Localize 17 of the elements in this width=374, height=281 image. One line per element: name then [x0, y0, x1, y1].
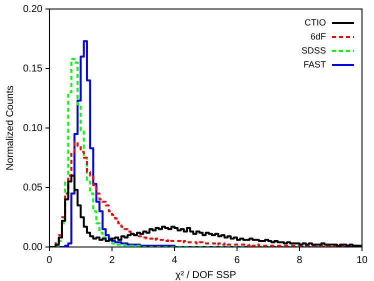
- legend-label: CTIO: [304, 17, 326, 28]
- legend-label: 6dF: [310, 31, 326, 42]
- legend-label: SDSS: [301, 45, 326, 56]
- x-tick-label: 8: [296, 254, 303, 266]
- legend-label: FAST: [303, 59, 326, 70]
- x-tick-label: 4: [172, 254, 178, 266]
- y-axis-title: Normalized Counts: [4, 85, 16, 171]
- x-tick-label: 2: [109, 254, 116, 266]
- y-tick-label: 0.00: [22, 242, 43, 253]
- y-tick-label: 0.10: [22, 122, 43, 134]
- y-tick-label: 0.15: [22, 63, 43, 74]
- x-axis-title: χ² / DOF SSP: [175, 270, 236, 281]
- y-tick-label: 0.05: [22, 182, 43, 194]
- x-tick-label: 0: [46, 254, 53, 266]
- x-tick-label: 10: [356, 254, 368, 266]
- y-tick-label: 0.20: [22, 4, 43, 15]
- x-tick-label: 6: [234, 254, 240, 266]
